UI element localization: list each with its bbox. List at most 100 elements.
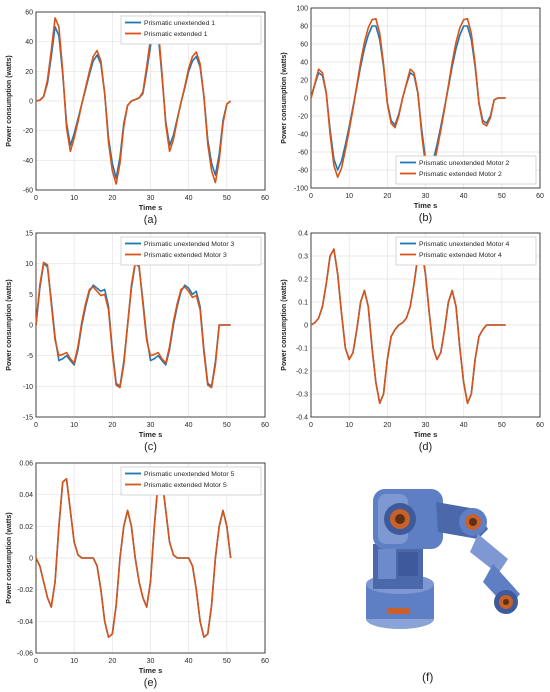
x-tick-label: 50 (223, 422, 231, 429)
y-tick-label: 0 (29, 323, 33, 330)
y-tick-label: -0.1 (296, 346, 308, 353)
x-tick-label: 40 (460, 422, 468, 429)
legend-entry: Prismatic unextended 1 (144, 20, 215, 27)
y-tick-label: 0.06 (19, 461, 33, 468)
y-tick-label: -15 (23, 415, 33, 422)
y-axis-label: Power consumption (watts) (6, 512, 13, 603)
y-tick-label: 20 (300, 78, 308, 85)
robot-wrist (470, 534, 520, 614)
x-tick-label: 40 (185, 422, 193, 429)
x-tick-label: 0 (309, 422, 313, 429)
x-tick-label: 40 (185, 658, 193, 665)
x-tick-label: 10 (70, 195, 78, 202)
legend: Prismatic unextended Motor 5 Prismatic ex… (120, 466, 262, 496)
x-tick-label: 30 (147, 422, 155, 429)
x-tick-label: 30 (147, 658, 155, 665)
x-tick-label: 0 (309, 193, 313, 200)
y-tick-label: 80 (300, 24, 308, 31)
x-axis-label: Time s (139, 203, 163, 212)
series-line-extended (35, 15, 232, 185)
y-tick-label: 0.1 (298, 300, 308, 307)
x-axis-label: Time s (139, 666, 163, 675)
x-tick-label: 60 (536, 422, 544, 429)
x-axis-label: Time s (414, 430, 438, 439)
panel-label-f: (f) (422, 670, 434, 684)
robot-forearm (436, 502, 488, 539)
legend-box (395, 236, 537, 266)
y-tick-label: -0.3 (296, 392, 308, 399)
panel-label: (d) (419, 441, 432, 453)
x-tick-label: 60 (261, 658, 269, 665)
y-tick-label: 60 (25, 10, 33, 17)
panel-label: (e) (144, 677, 157, 689)
series-line-extended (35, 478, 232, 638)
y-axis-label: Power consumption (watts) (6, 279, 13, 370)
y-tick-label: -60 (23, 188, 33, 195)
panel-label: (a) (144, 214, 157, 225)
y-tick-label: 0 (29, 99, 33, 106)
x-tick-label: 40 (460, 193, 468, 200)
y-tick-label: -0.04 (17, 619, 33, 626)
x-tick-label: 50 (498, 193, 506, 200)
legend-entry: Prismatic extended 1 (144, 31, 208, 38)
x-tick-label: 20 (383, 422, 391, 429)
y-tick-label: -5 (27, 353, 33, 360)
x-tick-label: 0 (34, 195, 38, 202)
robot-column (373, 544, 423, 589)
x-tick-label: 0 (34, 422, 38, 429)
legend-entry: Prismatic extended Motor 4 (419, 252, 502, 259)
y-tick-label: -10 (23, 384, 33, 391)
y-tick-label: -80 (298, 168, 308, 175)
series-line-extended (310, 248, 506, 404)
y-tick-label: 0 (29, 556, 33, 563)
legend-entry: Prismatic unextended Motor 3 (144, 241, 235, 248)
y-axis-label: Power consumption (watts) (281, 52, 288, 143)
chart-b: 0 10 20 30 40 50 60 100 80 60 40 20 0 -20 -40 -60 -80 -10… (281, 6, 544, 225)
y-tick-label: -0.4 (296, 415, 308, 422)
y-tick-label: 15 (25, 231, 33, 238)
y-tick-label: 0.4 (298, 231, 308, 238)
x-tick-label: 50 (223, 658, 231, 665)
y-tick-label: -100 (294, 186, 308, 193)
y-tick-label: -0.02 (17, 587, 33, 594)
y-tick-label: 0 (304, 96, 308, 103)
legend-box (120, 466, 262, 496)
x-tick-label: 50 (223, 195, 231, 202)
legend-entry: Prismatic unextended Motor 2 (419, 160, 510, 167)
y-tick-label: 5 (29, 292, 33, 299)
chart-d: 0 10 20 30 40 50 60 0.4 0.3 0.2 0.1 0 -0.1 -0.2 -0.3 -0… (281, 231, 544, 454)
y-tick-label: -40 (23, 158, 33, 165)
legend: Prismatic unextended Motor 3 Prismatic ex… (120, 236, 262, 266)
x-tick-label: 20 (383, 193, 391, 200)
series-line-extended (310, 17, 506, 178)
y-tick-label: 20 (25, 69, 33, 76)
x-tick-label: 10 (70, 422, 78, 429)
x-tick-label: 50 (498, 422, 506, 429)
chart-e: 0 10 20 30 40 50 60 0.06 0.04 0.02 0 -0.02 -0.04 -0.0… (6, 461, 269, 690)
y-tick-label: 40 (25, 39, 33, 46)
y-tick-label: -0.06 (17, 651, 33, 658)
x-axis-label: Time s (414, 201, 438, 210)
legend-box (395, 155, 537, 185)
y-axis-label: Power consumption (watts) (6, 55, 13, 146)
x-tick-label: 20 (108, 658, 116, 665)
x-tick-label: 20 (108, 422, 116, 429)
legend-box (120, 236, 262, 266)
legend: Prismatic unextended Motor 4 Prismatic ex… (395, 236, 537, 266)
panel-label: (c) (144, 441, 157, 453)
y-tick-label: 0.2 (298, 277, 308, 284)
x-tick-label: 20 (108, 195, 116, 202)
x-tick-label: 60 (536, 193, 544, 200)
legend-entry: Prismatic extended Motor 3 (144, 252, 227, 259)
x-tick-label: 30 (422, 422, 430, 429)
legend-box (120, 15, 262, 45)
x-tick-label: 60 (261, 195, 269, 202)
legend: Prismatic unextended 1 Prismatic extended… (120, 15, 262, 45)
y-tick-label: -40 (298, 132, 308, 139)
series-line-extended (35, 261, 231, 389)
x-tick-label: 30 (147, 195, 155, 202)
x-tick-label: 30 (422, 193, 430, 200)
y-axis-label: Power consumption (watts) (281, 279, 288, 370)
y-tick-label: -60 (298, 150, 308, 157)
